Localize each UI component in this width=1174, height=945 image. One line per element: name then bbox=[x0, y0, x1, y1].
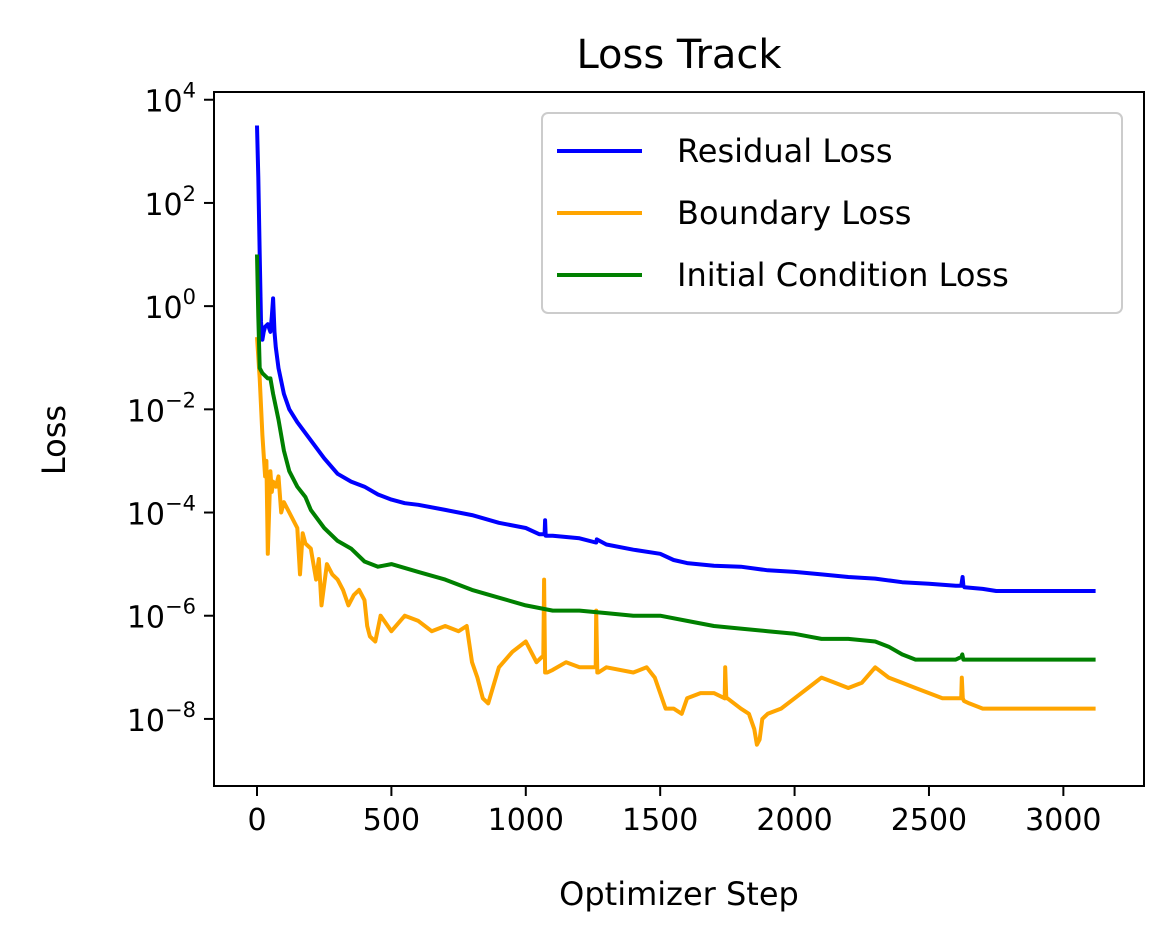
legend: Residual Loss Boundary Loss Initial Cond… bbox=[541, 112, 1123, 314]
x-axis-label: Optimizer Step bbox=[559, 875, 799, 913]
series-line-residual-loss bbox=[255, 125, 1096, 593]
legend-label-initial-condition: Initial Condition Loss bbox=[677, 256, 1009, 294]
y-tick-label: 10−8 bbox=[127, 698, 196, 739]
legend-label-residual: Residual Loss bbox=[677, 132, 893, 170]
series-line-initial-condition-loss bbox=[255, 254, 1096, 662]
x-tick-label: 3000 bbox=[1025, 803, 1101, 838]
y-tick-label: 10−2 bbox=[127, 388, 196, 429]
ticks-layer: 0 500 1000 1500 2000 2500 3000 104 102 100 10−2 10−… bbox=[127, 79, 1102, 838]
x-tick-label: 1500 bbox=[622, 803, 698, 838]
y-tick-label: 10−6 bbox=[127, 595, 196, 636]
chart-title: Loss Track bbox=[576, 32, 782, 78]
x-tick-label: 2500 bbox=[891, 803, 967, 838]
plot-frame bbox=[213, 91, 1145, 787]
y-tick-label: 100 bbox=[144, 285, 196, 326]
legend-label-boundary: Boundary Loss bbox=[677, 194, 911, 232]
y-tick-label: 10−4 bbox=[127, 492, 196, 533]
y-tick-label: 102 bbox=[144, 182, 196, 223]
legend-box bbox=[541, 112, 1123, 314]
y-tick-label: 104 bbox=[144, 79, 196, 120]
x-tick-label: 1000 bbox=[488, 803, 564, 838]
y-axis-label: Loss bbox=[35, 405, 73, 475]
x-tick-label: 2000 bbox=[756, 803, 832, 838]
x-tick-label: 500 bbox=[363, 803, 420, 838]
series-layer bbox=[255, 125, 1096, 747]
x-tick-label: 0 bbox=[247, 803, 266, 838]
series-line-boundary-loss bbox=[255, 336, 1096, 747]
